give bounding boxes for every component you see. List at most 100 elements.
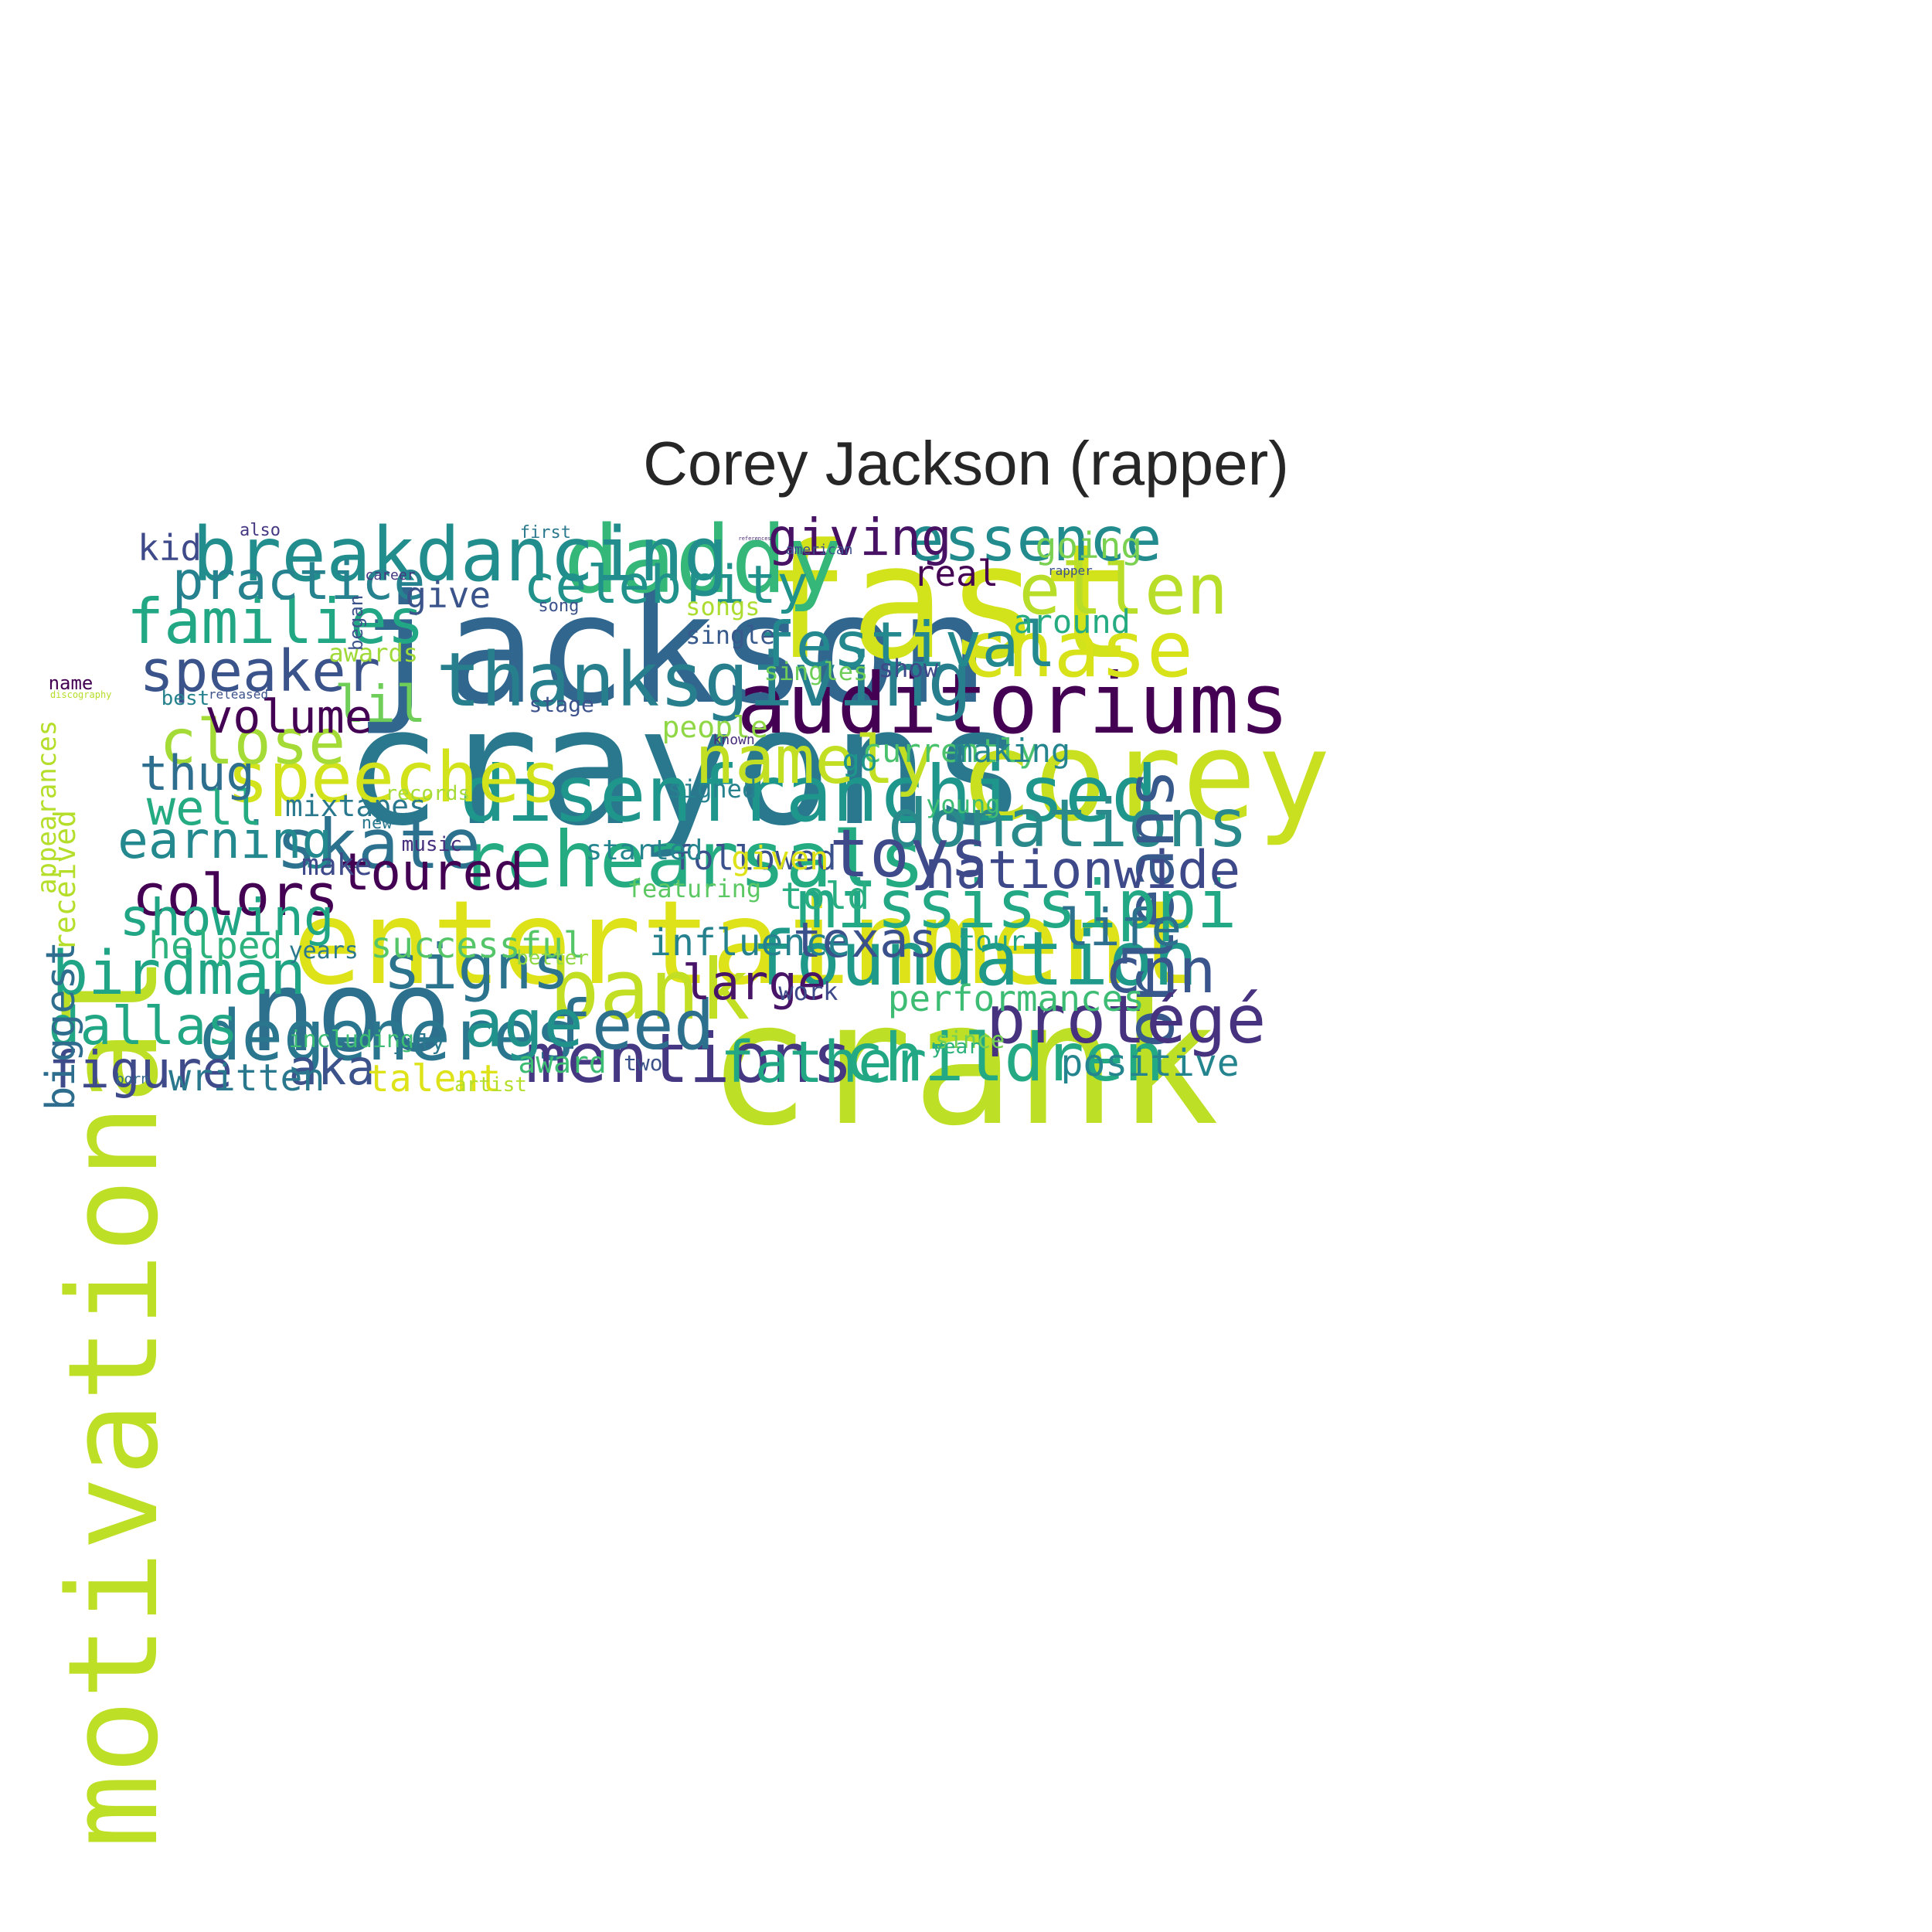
word-performances: performances [887,978,1145,1020]
word-festival: festival [758,608,1056,681]
word-awards: awards [328,638,418,668]
word-around: around [1013,602,1131,641]
word-aka: aka [288,1039,376,1096]
word-began: began [345,594,367,651]
word-helped: helped [148,923,283,968]
word-better: better [516,946,589,970]
word-father: father [719,1029,927,1096]
word-give: give [405,574,492,617]
word-practice: practice [172,551,426,613]
word-career: career [365,566,416,583]
word-entertainment: entertainment [292,876,1200,1011]
word-released: released [208,687,268,702]
word-mixtapes: mixtapes [284,789,427,824]
word-namely: namely [694,721,935,799]
word-jackson: jackson [354,561,990,737]
word-music: music [401,832,462,856]
word-also: also [239,520,281,540]
word-life: life [1059,897,1182,957]
word-prot-g-: protégé [985,981,1267,1060]
word-tour: tour [958,925,1026,957]
word-texas: texas [793,911,937,968]
word-daddy: daddy [563,507,843,615]
word-positive: positive [1060,1041,1240,1085]
word-thanksgiving: thanksgiving [436,637,972,724]
word-going: going [1035,524,1142,566]
word-american: american [785,541,853,558]
word-birdman: birdman [52,938,307,1009]
word-lil: lil [334,675,427,735]
word-kid: kid [138,527,202,570]
word-go: go [842,743,878,778]
word-degeneres: degeneres [199,995,577,1077]
word-cnn: cnn [1104,935,1216,1008]
word-corey: corey [958,704,1332,849]
word-disenfranchised: disenfranchised [460,749,1158,840]
word-children: children [844,1019,1165,1097]
word-nationwide: nationwide [923,839,1241,901]
word-written: written [168,1056,325,1100]
word-ellen: ellen [1019,549,1229,631]
word-make: make [301,847,372,882]
word-show: show [878,653,938,683]
word-july: july [392,1029,445,1056]
word-single: single [685,621,775,651]
word-cloud: crank crayons jackson fast corey motivational… [32,510,1876,1849]
word-born: born [115,1071,150,1088]
word-real: real [913,553,999,595]
word-crayons: crayons [343,672,1028,862]
word-earning: earning [117,810,333,870]
word-giving: giving [767,507,952,567]
word-talent: talent [366,1056,502,1100]
word-figure: figure [48,1039,233,1100]
word-people: people [662,709,768,744]
word-young: young [926,790,1001,820]
word-mississippi: mississippi [796,866,1237,944]
word-donations: donations [887,785,1248,863]
word-known: known [713,731,755,748]
word-colors: colors [131,862,339,929]
word-speeches: speeches [226,736,562,818]
word-noo: noo [248,947,451,1078]
word-feed: feed [550,985,715,1066]
word-skate: skate [276,804,481,884]
word-fast: fast [754,510,1137,695]
word-essence: essence [907,505,1162,576]
word-celebrity: celebrity [523,554,808,616]
word-best: best [161,687,210,711]
word-well: well [146,779,263,836]
word-dallas: dallas [48,996,239,1058]
word-singles: singles [764,657,869,687]
word-two: two [624,1050,663,1077]
word-since: since [934,1026,1005,1054]
word-breakdancing: breakdancing [192,511,729,598]
word-first: first [519,523,571,543]
word-bank: bank [549,942,750,1039]
word-song: song [538,597,580,617]
word-volume: volume [205,690,372,745]
word-age: age [463,985,584,1063]
word-chase: chase [960,604,1193,695]
word-biggest: biggest [38,940,85,1111]
word-stage: stage [529,692,594,718]
word-speaker: speaker [139,638,381,706]
word-large: large [682,954,827,1011]
word-toured: toured [339,842,524,903]
word-successful: successful [370,923,585,966]
word-rehearsals: rehearsals [460,815,926,906]
word-close: close [159,706,346,778]
word-rapper: rapper [1048,563,1093,578]
word-families: families [126,586,425,658]
word-including: including [288,1026,415,1053]
word-given: given [731,839,829,878]
word-followed: followed [672,838,837,878]
word-award: award [518,1046,607,1080]
word-auditoriums: auditoriums [736,656,1290,753]
word-signed: signed [667,774,757,804]
word-discography: discography [49,689,112,701]
word-artist: artist [454,1073,527,1097]
word-told: told [780,875,870,919]
word-mentions: mentions [525,1018,853,1098]
word-making: making [953,732,1071,770]
word-currently: currently [862,732,1039,770]
